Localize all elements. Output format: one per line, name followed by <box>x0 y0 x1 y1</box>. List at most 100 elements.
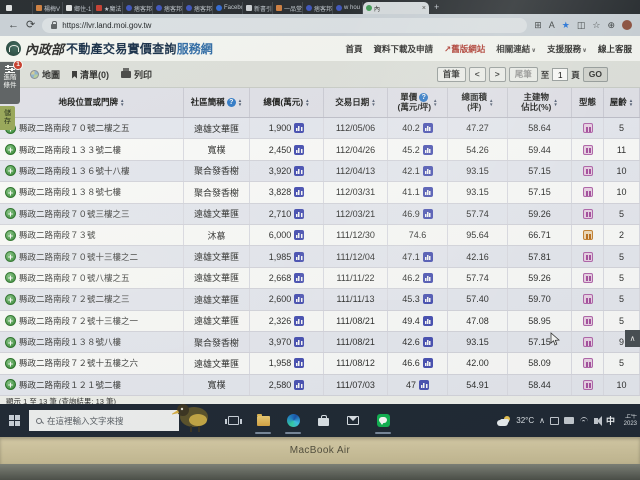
expand-row-button[interactable]: + <box>5 357 16 369</box>
table-row[interactable]: + 縣政二路南段１３８號八樓 聚合發香榭 3,970 111/08/21 42.6 93.1… <box>0 331 640 354</box>
unit-price-trend-icon[interactable] <box>422 165 433 176</box>
column-header[interactable]: 地段位置或門牌 ▲ ▼ <box>0 88 184 117</box>
map-button[interactable]: 地圖 <box>30 68 60 81</box>
property-type-icon[interactable] <box>582 123 593 134</box>
browser-tab[interactable]: 痞客邦 <box>183 2 213 14</box>
property-type-icon[interactable] <box>582 358 593 369</box>
unit-price-trend-icon[interactable] <box>422 123 433 134</box>
go-button[interactable]: GO <box>582 67 608 82</box>
sort-icon[interactable]: ▲ ▼ <box>553 97 558 107</box>
price-trend-icon[interactable] <box>294 379 305 390</box>
nav-item[interactable]: 相關連結∨ <box>496 43 536 55</box>
help-icon[interactable]: ? <box>419 92 429 102</box>
unit-price-trend-icon[interactable] <box>422 144 433 155</box>
price-trend-icon[interactable] <box>294 251 305 262</box>
task-view-icon[interactable] <box>221 407 245 435</box>
column-header[interactable]: 交易日期 ▲ ▼ <box>324 88 388 117</box>
expand-row-button[interactable]: + <box>5 208 16 220</box>
property-type-icon[interactable] <box>582 144 593 155</box>
unit-price-trend-icon[interactable] <box>422 251 433 262</box>
property-type-icon[interactable] <box>582 230 593 241</box>
side-panel-icon[interactable]: ◫ <box>576 19 586 30</box>
property-type-icon[interactable] <box>582 165 593 176</box>
ime-indicator[interactable]: 中 <box>605 416 615 426</box>
last-page-button[interactable]: 尾筆 <box>508 67 538 82</box>
mail-icon[interactable] <box>341 407 365 435</box>
sort-icon[interactable]: ▲ ▼ <box>120 97 125 107</box>
property-type-icon[interactable] <box>582 337 593 348</box>
expand-row-button[interactable]: + <box>5 293 16 305</box>
price-trend-icon[interactable] <box>294 294 305 305</box>
refresh-icon[interactable]: ⟳ <box>26 18 36 31</box>
sort-icon[interactable]: ▲ ▼ <box>237 97 243 107</box>
expand-row-button[interactable]: + <box>5 251 16 263</box>
nav-item[interactable]: 支援服務∨ <box>547 43 587 55</box>
close-tab-icon[interactable]: × <box>421 4 426 12</box>
browser-tab[interactable]: 鄉住-1 <box>63 2 93 14</box>
property-type-icon[interactable] <box>582 208 593 219</box>
file-explorer-icon[interactable] <box>251 407 275 435</box>
tray-chevron-icon[interactable]: ∧ <box>539 416 545 425</box>
browser-tab[interactable] <box>3 2 33 14</box>
price-trend-icon[interactable] <box>294 187 305 198</box>
table-row[interactable]: + 縣政二路南段７３號 沐慕 6,000 111/12/30 74.6 95.64 66.71… <box>0 224 640 247</box>
table-row[interactable]: + 縣政二路南段７０號十三樓之二 遠雄文華匯 1,985 111/12/04 47.1 42… <box>0 246 640 268</box>
star-outline-icon[interactable]: ☆ <box>592 19 601 30</box>
next-page-button[interactable]: > <box>488 67 506 82</box>
sort-icon[interactable]: ▲ ▼ <box>628 97 634 107</box>
property-type-icon[interactable] <box>582 187 593 198</box>
property-type-icon[interactable] <box>582 315 593 326</box>
sort-icon[interactable]: ▲ ▼ <box>371 97 376 107</box>
column-header[interactable]: 總面積 (坪) ▲ ▼ <box>448 88 508 117</box>
start-button[interactable] <box>9 415 20 426</box>
reader-icon[interactable]: A <box>548 19 555 30</box>
save-criteria-tab[interactable]: 儲 存 <box>0 106 15 130</box>
browser-tab[interactable]: 痞客邦 <box>153 2 183 14</box>
table-row[interactable]: + 縣政二路南段１３８號七樓 聚合發香榭 3,828 112/03/31 41.1 93.1… <box>0 182 640 204</box>
nav-item[interactable]: 資料下載及申請 <box>374 43 434 55</box>
browser-tab[interactable]: 痞客邦 <box>303 2 333 14</box>
unit-price-trend-icon[interactable] <box>422 208 433 219</box>
apps-grid-icon[interactable]: ⊞ <box>534 19 542 30</box>
tray-photos-icon[interactable] <box>549 416 559 425</box>
help-icon[interactable]: ? <box>226 97 236 107</box>
line-icon[interactable] <box>371 407 395 435</box>
globe-icon[interactable]: ⊕ <box>607 19 615 30</box>
price-trend-icon[interactable] <box>294 123 305 134</box>
temperature[interactable]: 32°C <box>516 416 535 425</box>
property-type-icon[interactable] <box>582 294 593 305</box>
table-row[interactable]: + 縣政二路南段１３６號十八樓 聚合發香榭 3,920 112/04/13 42.1 93.… <box>0 160 640 183</box>
profile-avatar[interactable] <box>622 20 632 30</box>
table-row[interactable]: + 縣政二路南段７２號二樓之三 遠雄文華匯 2,600 111/11/13 45.3 57.… <box>0 289 640 311</box>
expand-row-button[interactable]: + <box>5 144 16 156</box>
price-trend-icon[interactable] <box>294 358 305 369</box>
browser-tab[interactable]: ★魔法 <box>93 2 123 14</box>
column-header[interactable]: 總價(萬元) ▲ ▼ <box>250 88 324 117</box>
list-button[interactable]: 清單(0) <box>72 68 109 81</box>
wifi-icon[interactable] <box>579 416 589 425</box>
price-trend-icon[interactable] <box>294 165 305 176</box>
browser-tab[interactable]: 內 × <box>363 2 429 14</box>
nav-old-site[interactable]: ↗舊版網站 <box>444 43 485 55</box>
first-page-button[interactable]: 首筆 <box>436 67 466 82</box>
advanced-filter-button[interactable]: 進階 條件 <box>0 62 20 104</box>
unit-price-trend-icon[interactable] <box>422 272 433 283</box>
table-row[interactable]: + 縣政二路南段１３３號二樓 寬樸 2,450 112/04/26 45.2 54.26 59… <box>0 139 640 161</box>
browser-tab[interactable]: 楊梅V <box>33 2 63 14</box>
expand-row-button[interactable]: + <box>5 379 16 391</box>
back-icon[interactable]: ← <box>8 18 19 31</box>
expand-row-button[interactable]: + <box>5 186 16 198</box>
prev-page-button[interactable]: < <box>468 67 486 82</box>
page-input[interactable] <box>552 68 569 81</box>
expand-row-button[interactable]: + <box>5 165 16 177</box>
expand-row-button[interactable]: + <box>5 336 16 348</box>
taskbar-clock[interactable]: 上午 2023 <box>623 413 637 427</box>
sort-icon[interactable]: ▲ ▼ <box>433 97 438 107</box>
browser-tab[interactable]: Facebo <box>213 2 243 14</box>
address-bar[interactable]: https://lvr.land.moi.gov.tw <box>42 17 528 33</box>
property-type-icon[interactable] <box>582 251 593 262</box>
property-type-icon[interactable] <box>582 379 593 390</box>
column-header[interactable]: 單價? (萬元/坪) ▲ ▼ <box>388 88 448 117</box>
bookmark-star-icon[interactable]: ★ <box>561 19 570 30</box>
